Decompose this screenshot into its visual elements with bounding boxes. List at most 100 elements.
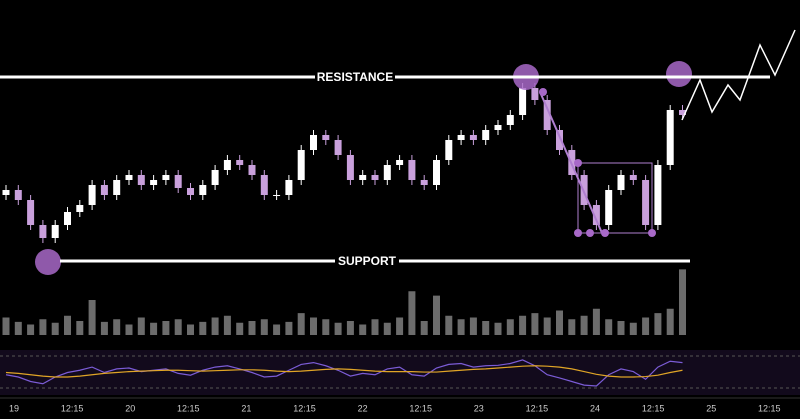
resistance-label: RESISTANCE <box>317 70 393 84</box>
volume-bar <box>297 313 305 335</box>
x-tick-label: 22 <box>358 403 368 413</box>
volume-bar <box>125 324 133 335</box>
x-tick-label: 12:15 <box>758 403 781 413</box>
candle-body <box>100 185 108 195</box>
projection <box>681 29 796 121</box>
x-tick-label: 23 <box>474 403 484 413</box>
candle-body <box>174 175 182 188</box>
volume-bar <box>420 321 428 335</box>
volume-bar <box>334 322 342 335</box>
volume-bar <box>39 319 47 335</box>
candle-body <box>76 205 84 212</box>
volume-bar <box>100 321 108 335</box>
trend-line <box>539 91 603 234</box>
x-tick-label: 12:15 <box>642 403 665 413</box>
volume-bar <box>457 319 465 335</box>
x-tick-label: 12:15 <box>177 403 200 413</box>
candle-body <box>420 180 428 185</box>
volume-bar <box>592 308 600 335</box>
volume-bar <box>346 321 354 335</box>
volume-bar <box>666 308 674 335</box>
volume-bar <box>260 319 268 335</box>
label-bg <box>335 253 399 269</box>
candle-body <box>88 185 96 205</box>
candle-body <box>27 200 35 225</box>
pivot-dot <box>539 88 547 96</box>
candle-body <box>592 205 600 225</box>
candle-body <box>445 140 453 160</box>
candle-body <box>14 190 22 200</box>
pivot-dot <box>574 159 582 167</box>
candle-body <box>543 100 551 130</box>
volume-bar <box>88 300 96 335</box>
candle-body <box>248 165 256 175</box>
candle-body <box>654 165 662 225</box>
candle-body <box>629 175 637 180</box>
volume-bar <box>654 313 662 335</box>
candle-body <box>125 175 133 180</box>
volume-bar <box>310 317 317 335</box>
x-tick-label: 21 <box>241 403 251 413</box>
candle-body <box>666 110 674 165</box>
volume-bar <box>76 321 84 335</box>
candle-body <box>51 225 59 238</box>
volume-bar <box>162 321 170 335</box>
label-bg <box>315 69 395 85</box>
candle-body <box>334 140 342 155</box>
candle-body <box>494 125 502 130</box>
candle-body <box>519 88 527 115</box>
volume-bar <box>580 315 588 335</box>
volume-bar <box>445 315 453 335</box>
rsi-line <box>5 365 683 378</box>
candle-body <box>679 110 686 115</box>
volume-bar <box>679 269 686 335</box>
volume-bar <box>396 317 404 335</box>
volume-bar <box>14 321 22 335</box>
volume-bar <box>199 321 207 335</box>
candle-body <box>433 160 440 185</box>
volume-bar <box>211 317 219 335</box>
volume-bar <box>642 317 650 335</box>
volume-bar <box>285 321 293 335</box>
candle-body <box>285 180 293 195</box>
volume-bar <box>137 317 145 335</box>
volume-bar <box>322 319 330 335</box>
candle-body <box>605 190 613 225</box>
candle-body <box>617 175 625 190</box>
candle-body <box>223 160 231 170</box>
rsi-line <box>5 359 683 387</box>
candle-body <box>273 195 281 196</box>
volume-bar <box>187 324 194 335</box>
candle-body <box>322 135 330 140</box>
candle-body <box>396 160 404 165</box>
candle-body <box>506 115 514 125</box>
volume-bar <box>371 319 379 335</box>
candle-body <box>346 155 354 180</box>
volume-bar <box>223 315 231 335</box>
pivot-circle <box>666 61 692 87</box>
candle-body <box>137 175 145 185</box>
candle-body <box>211 170 219 185</box>
volume-bar <box>617 321 625 335</box>
candle-body <box>469 135 477 140</box>
volume-bar <box>568 319 576 335</box>
volume-bar <box>482 321 490 335</box>
volume-bar <box>629 322 637 335</box>
pivot-dot <box>586 229 594 237</box>
volume-bar <box>494 322 502 335</box>
volume-bar <box>359 324 367 335</box>
range-box <box>577 162 653 234</box>
candle-body <box>64 212 71 225</box>
candle-body <box>383 165 391 180</box>
candle-body <box>187 188 194 195</box>
volume-bar <box>531 313 539 335</box>
x-tick-label: 20 <box>125 403 135 413</box>
candle-body <box>408 160 416 180</box>
pivot-dot <box>574 229 582 237</box>
candle-body <box>297 150 305 180</box>
volume-bar <box>51 322 59 335</box>
pivot-dot <box>648 229 656 237</box>
candle-body <box>236 160 244 165</box>
